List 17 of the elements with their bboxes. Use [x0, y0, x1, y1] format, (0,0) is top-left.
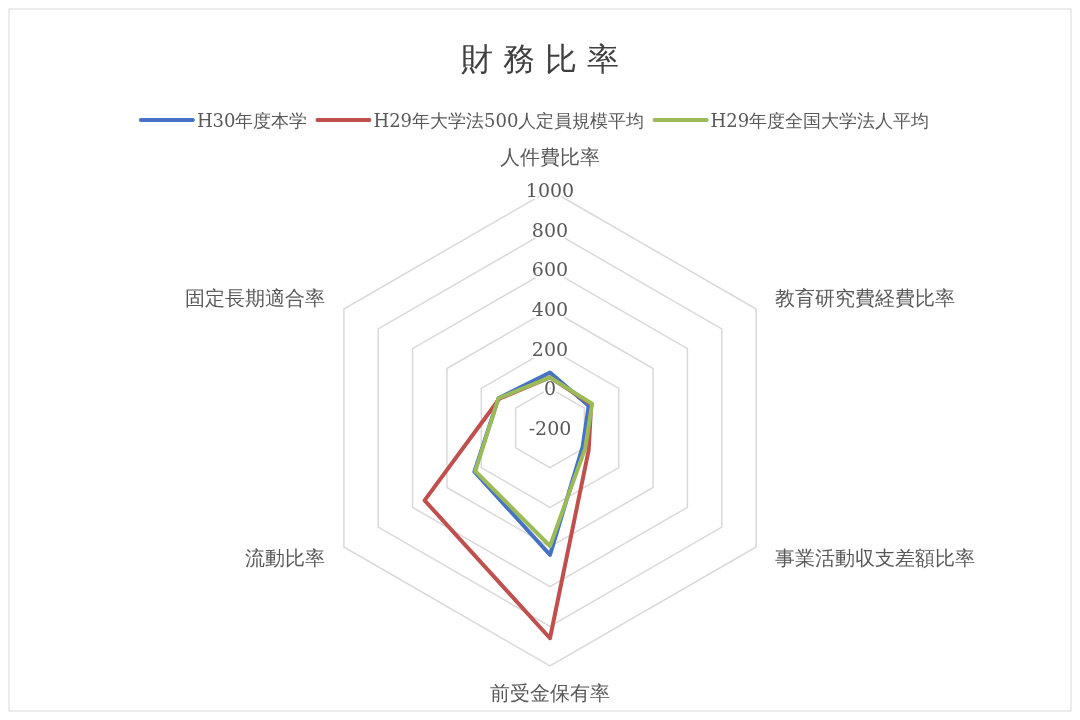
spoke-label: 固定長期適合率: [184, 286, 325, 310]
legend-label: H29年度全国大学法人平均: [710, 110, 930, 131]
y-tick-label: 600: [531, 258, 569, 281]
spoke-label: 流動比率: [244, 546, 325, 570]
y-tick-label: -200: [528, 417, 572, 439]
legend-label: H29年大学法500人定員規模平均: [373, 110, 645, 131]
y-tick-label: 400: [531, 298, 569, 320]
y-tick-label: 1000: [525, 179, 575, 201]
y-tick-label: 0: [543, 377, 557, 400]
spoke-label: 人件費比率: [500, 145, 600, 169]
spoke-label: 事業活動収支差額比率: [775, 546, 976, 570]
spoke-label: 教育研究費経費比率: [775, 286, 956, 310]
spoke-label: 前受金保有率: [490, 681, 610, 705]
legend-label: H30年度本学: [196, 110, 308, 131]
chart-title: 財 務 比 率: [460, 40, 620, 78]
y-tick-label: 800: [531, 218, 569, 241]
y-tick-label: 200: [531, 337, 569, 360]
